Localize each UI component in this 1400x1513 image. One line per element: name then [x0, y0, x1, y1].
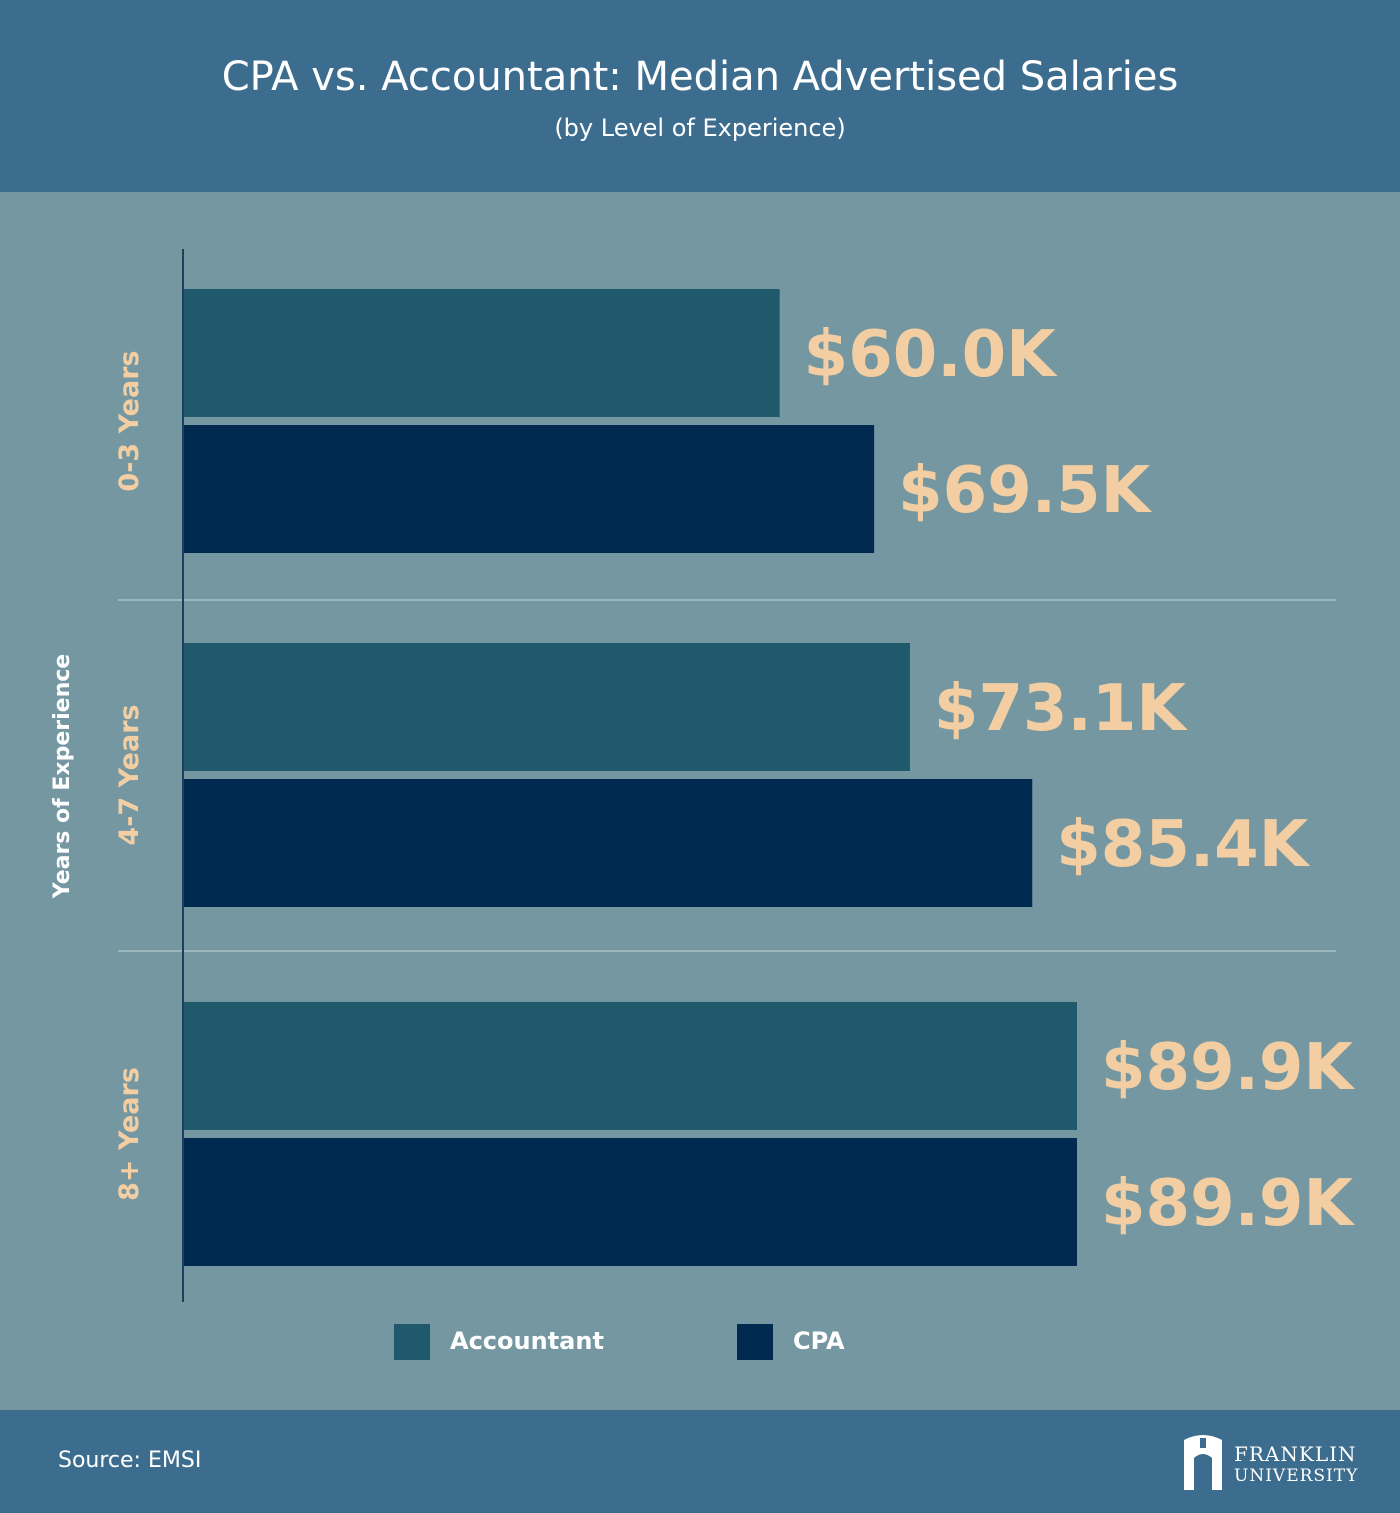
franklin-university-logo-icon [1184, 1435, 1222, 1490]
bar-accountant-2 [183, 643, 910, 771]
bar-cpa-1 [183, 425, 875, 553]
bar-chart: $60.0K $73.1K $89.9K $69.5K $85.4K $89.9K 0-3 … [50, 249, 1355, 1302]
bar-cpa-2 [183, 779, 1033, 907]
bar-cpa-3 [183, 1138, 1077, 1266]
legend-label-accountant: Accountant [450, 1327, 604, 1355]
legend-swatch-cpa [737, 1324, 773, 1360]
value-label: $73.1K [934, 672, 1188, 746]
logo-text-franklin: FRANKLIN [1234, 1442, 1357, 1466]
chart-title: CPA vs. Accountant: Median Advertised Sa… [221, 54, 1179, 100]
category-label: 0-3 Years [114, 350, 145, 491]
legend-label-cpa: CPA [793, 1327, 845, 1355]
value-label: $69.5K [898, 454, 1152, 528]
header: CPA vs. Accountant: Median Advertised Sa… [0, 0, 1400, 192]
value-label: $60.0K [804, 318, 1058, 392]
category-label: 4-7 Years [114, 704, 145, 845]
franklin-university-logo: FRANKLIN UNIVERSITY [1178, 1432, 1368, 1496]
value-label: $85.4K [1056, 808, 1310, 882]
value-label: $89.9K [1101, 1031, 1355, 1105]
value-label: $89.9K [1101, 1167, 1355, 1241]
bar-accountant-1 [183, 289, 780, 417]
logo-text-university: UNIVERSITY [1234, 1466, 1359, 1486]
source-note: Source: EMSI [58, 1448, 202, 1473]
category-label: 8+ Years [114, 1067, 145, 1201]
legend-swatch-accountant [394, 1324, 430, 1360]
y-axis-title: Years of Experience [50, 654, 75, 899]
chart-subtitle: (by Level of Experience) [554, 114, 846, 142]
bar-accountant-3 [183, 1002, 1077, 1130]
plot-area: $60.0K $73.1K $89.9K $69.5K $85.4K $89.9K 0-3 … [0, 192, 1400, 1410]
footer: Source: EMSI FRANKLIN UNIVERSITY [0, 1410, 1400, 1513]
